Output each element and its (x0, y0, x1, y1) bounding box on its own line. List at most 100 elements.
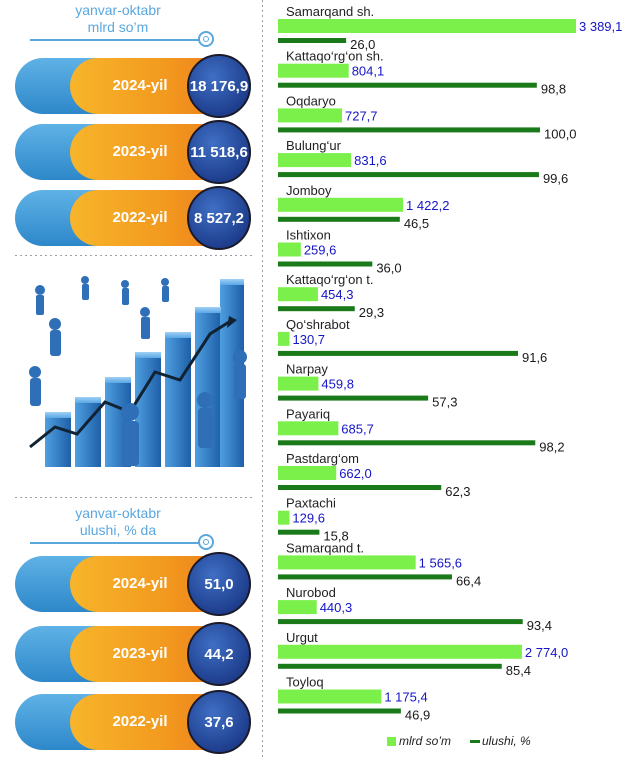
pill-row: 2024-yil 51,0 (15, 552, 251, 616)
share-bar (278, 574, 452, 580)
value-bar (278, 555, 416, 570)
share-label: 46,9 (405, 708, 430, 723)
value-label: 727,7 (345, 108, 378, 123)
legend-label-value: mlrd so’m (399, 734, 451, 748)
share-label: 26,0 (350, 37, 375, 52)
share-bar (278, 261, 373, 267)
value-label: 2 774,0 (525, 645, 568, 660)
category-label: Paxtachi (286, 496, 336, 511)
value-bar (278, 331, 290, 346)
share-label: 62,3 (445, 484, 470, 499)
share-bar (278, 172, 539, 178)
share-label: 46,5 (404, 216, 429, 231)
value-label: 831,6 (354, 153, 387, 168)
share-label: 91,6 (522, 350, 547, 365)
share-bar (278, 395, 429, 401)
value-label: 3 389,1 (579, 19, 622, 34)
bottom-header-underline (30, 542, 206, 544)
value-bar (278, 108, 342, 123)
share-bar (278, 306, 355, 312)
share-label: 15,8 (323, 529, 348, 544)
value-bar (278, 242, 301, 257)
pill-value-circle: 11 518,6 (187, 120, 251, 184)
value-bar (278, 600, 317, 615)
share-bar (278, 708, 401, 714)
value-bar (278, 197, 404, 212)
legend-swatch-share (470, 740, 480, 743)
share-label: 29,3 (359, 305, 384, 320)
category-label: Kattaqo‘rg‘on t. (286, 272, 373, 287)
top-panel-header: yanvar-oktabr mlrd so’m (30, 2, 214, 47)
pill-value-circle: 37,6 (187, 690, 251, 754)
value-bar (278, 466, 337, 480)
pill-row: 2022-yil 8 527,2 (15, 186, 251, 250)
pill-row: 2023-yil 44,2 (15, 622, 251, 686)
value-label: 1 175,4 (384, 690, 427, 705)
share-label: 98,2 (539, 439, 564, 454)
pill-value-circle: 8 527,2 (187, 186, 251, 250)
share-bar (278, 216, 400, 222)
share-bar (278, 440, 536, 446)
business-growth-illustration (15, 262, 249, 494)
top-header-underline (30, 39, 206, 41)
value-bar (278, 421, 339, 436)
value-label: 129,6 (292, 511, 325, 526)
value-bar (278, 287, 318, 302)
legend-swatch-value (387, 737, 396, 746)
pill-value-circle: 51,0 (187, 552, 251, 616)
share-bar (278, 529, 320, 535)
share-label: 66,4 (456, 573, 481, 588)
value-label: 1 422,2 (406, 198, 449, 213)
pill-row: 2022-yil 37,6 (15, 690, 251, 754)
category-label: Oqdaryo (286, 93, 336, 108)
pill-year: 2022-yil (112, 713, 168, 730)
share-label: 99,6 (543, 171, 568, 186)
legend-label-share: ulushi, % (482, 734, 531, 748)
separator-line (15, 255, 255, 256)
value-bar (278, 510, 290, 525)
pill-value-circle: 44,2 (187, 622, 251, 686)
share-label: 36,0 (376, 261, 401, 276)
share-label: 98,8 (541, 82, 566, 97)
target-icon (198, 31, 214, 47)
pill-row: 2023-yil 11 518,6 (15, 120, 251, 184)
pill-year: 2023-yil (112, 143, 168, 160)
target-icon (198, 534, 214, 550)
category-label: Pastdarg‘om (286, 451, 359, 466)
category-label: Urgut (286, 630, 318, 645)
category-label: Samarqand sh. (286, 4, 374, 19)
category-label: Nurobod (286, 585, 336, 600)
share-label: 85,4 (506, 663, 531, 678)
category-label: Bulung‘ur (286, 138, 342, 153)
pill-year: 2024-yil (112, 77, 168, 94)
share-bar (278, 350, 518, 356)
top-header-line1: yanvar-oktabr (75, 2, 161, 18)
value-label: 662,0 (339, 466, 372, 481)
share-label: 100,0 (544, 126, 577, 141)
category-label: Kattaqo‘rg‘on sh. (286, 49, 384, 64)
share-bar (278, 38, 347, 43)
value-bar (278, 63, 349, 78)
top-header-line2: mlrd so’m (87, 19, 149, 35)
share-bar (278, 82, 537, 88)
share-bar (278, 619, 523, 625)
value-label: 804,1 (352, 64, 385, 79)
category-label: Narpay (286, 362, 328, 377)
share-bar (278, 663, 502, 669)
value-bar (278, 376, 319, 391)
share-label: 93,4 (527, 618, 552, 633)
share-label: 57,3 (432, 395, 457, 410)
value-label: 454,3 (321, 287, 354, 302)
vertical-divider (262, 0, 263, 760)
value-bar (278, 689, 382, 704)
value-bar (278, 19, 576, 33)
bottom-header-line1: yanvar-oktabr (75, 505, 161, 521)
value-label: 459,8 (321, 377, 354, 392)
value-bar (278, 644, 522, 659)
share-bar (278, 127, 540, 133)
value-label: 440,3 (320, 600, 353, 615)
value-label: 1 565,6 (419, 555, 462, 570)
category-label: Qo‘shrabot (286, 317, 350, 332)
pill-value-circle: 18 176,9 (187, 54, 251, 118)
